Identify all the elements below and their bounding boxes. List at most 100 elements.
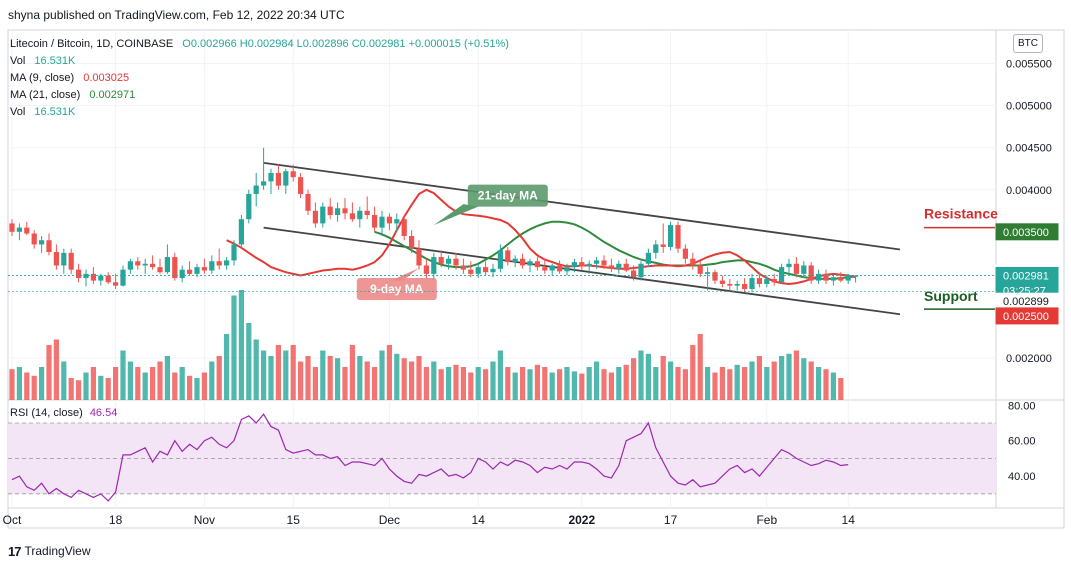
- volume-bar: [98, 375, 104, 400]
- candle-body: [349, 213, 355, 220]
- volume-bar: [801, 358, 807, 400]
- volume-bar: [39, 367, 45, 400]
- volume-bar: [749, 361, 755, 400]
- ma-callouts: 21-day MA 9-day MA: [356, 184, 548, 300]
- candle-body: [290, 171, 296, 178]
- candle-body: [39, 240, 45, 245]
- candle-body: [631, 270, 637, 278]
- candle-body: [364, 210, 370, 215]
- candle-body: [460, 265, 466, 270]
- legend-ma9-row: MA (9, close) 0.003025: [10, 70, 515, 87]
- candle-body: [16, 227, 22, 232]
- volume-bar: [231, 295, 237, 400]
- volume-bar: [557, 369, 563, 400]
- candle-body: [468, 269, 474, 274]
- volume-bar: [682, 369, 688, 400]
- volume-bar: [342, 367, 348, 400]
- volume-bar: [53, 339, 59, 400]
- candle-body: [157, 267, 163, 273]
- candle-body: [335, 208, 341, 215]
- candle-body: [749, 278, 755, 289]
- candle-body: [416, 248, 422, 266]
- time-tick: Dec: [379, 513, 400, 527]
- candle-body: [386, 216, 392, 224]
- candle-body: [142, 263, 148, 266]
- volume-bar: [423, 367, 429, 400]
- resistance-label: Resistance: [924, 205, 998, 221]
- volume-bar: [638, 350, 644, 400]
- rsi-tick: 60.00: [1008, 436, 1036, 448]
- volume-bar: [734, 364, 740, 400]
- candle-body: [638, 263, 644, 278]
- volume-bar: [668, 361, 674, 400]
- currency-button[interactable]: BTC: [1013, 34, 1043, 53]
- candle-body: [431, 257, 437, 274]
- candle-body: [172, 257, 178, 279]
- legend-symbol-row: Litecoin / Bitcoin, 1D, COINBASE O0.0029…: [10, 36, 515, 53]
- volume-bar: [838, 378, 844, 400]
- volume-bar: [712, 372, 718, 400]
- volume-bar: [31, 375, 37, 400]
- candle-body: [164, 257, 170, 273]
- volume-bar: [786, 353, 792, 400]
- volume-bar: [349, 345, 355, 400]
- volume-bar: [209, 361, 215, 400]
- volume-bar: [327, 356, 333, 400]
- volume-bar: [127, 361, 133, 400]
- legend-vol2-label: Vol: [10, 106, 26, 118]
- rsi-line: [11, 413, 849, 502]
- candle-body: [24, 227, 30, 234]
- volume-bar: [246, 323, 252, 400]
- support-label: Support: [924, 288, 978, 304]
- top-bar: shyna published on TradingView.com, Feb …: [0, 0, 1071, 30]
- volume-bar: [194, 378, 200, 400]
- volume-bar: [490, 361, 496, 400]
- candle-body: [497, 250, 503, 269]
- volume-bar: [453, 364, 459, 400]
- volume-bar: [483, 369, 489, 400]
- candle-body: [246, 193, 252, 220]
- candle-body: [571, 262, 577, 268]
- volume-bar: [312, 367, 318, 400]
- candle-body: [261, 181, 267, 186]
- volume-bar: [623, 364, 629, 400]
- volume-bar: [201, 372, 207, 400]
- time-tick: Nov: [194, 513, 215, 527]
- candle-body: [697, 265, 703, 274]
- candle-body: [475, 267, 481, 274]
- volume-bar: [564, 367, 570, 400]
- volume-bar: [90, 367, 96, 400]
- volume-bar: [542, 367, 548, 400]
- candle-body: [594, 260, 600, 264]
- volume-bar: [823, 369, 829, 400]
- legend-vol2-value: 16.531K: [34, 106, 76, 118]
- price-label-box: [995, 223, 1059, 241]
- descending-channel: [263, 161, 901, 316]
- price-label-text: 0.002981: [1003, 270, 1049, 282]
- legend-ma9-label: MA (9, close): [10, 72, 75, 84]
- volume-bar: [16, 367, 22, 400]
- candlesticks: [9, 147, 859, 293]
- time-tick: 15: [287, 513, 301, 527]
- candle-body: [179, 269, 185, 279]
- legend-ma21-label: MA (21, close): [10, 89, 81, 101]
- volume-bar: [616, 367, 622, 400]
- volume-bar: [690, 345, 696, 400]
- chart-legend: Litecoin / Bitcoin, 1D, COINBASE O0.0029…: [10, 36, 515, 121]
- volume-bar: [68, 378, 74, 400]
- candle-body: [209, 261, 215, 271]
- volume-bar: [608, 372, 614, 400]
- volume-bar: [645, 353, 651, 400]
- ma9-callout-text: 9-day MA: [370, 282, 424, 296]
- time-tick: Feb: [756, 513, 777, 527]
- candle-body: [216, 261, 222, 266]
- candle-body: [327, 206, 333, 215]
- volume-bar: [653, 367, 659, 400]
- volume-bar: [438, 369, 444, 400]
- ma9-callout-pointer: [390, 267, 419, 281]
- candle-body: [505, 250, 511, 263]
- candle-body: [608, 265, 614, 269]
- candle-body: [46, 240, 52, 252]
- ma21-callout-box: [467, 184, 548, 207]
